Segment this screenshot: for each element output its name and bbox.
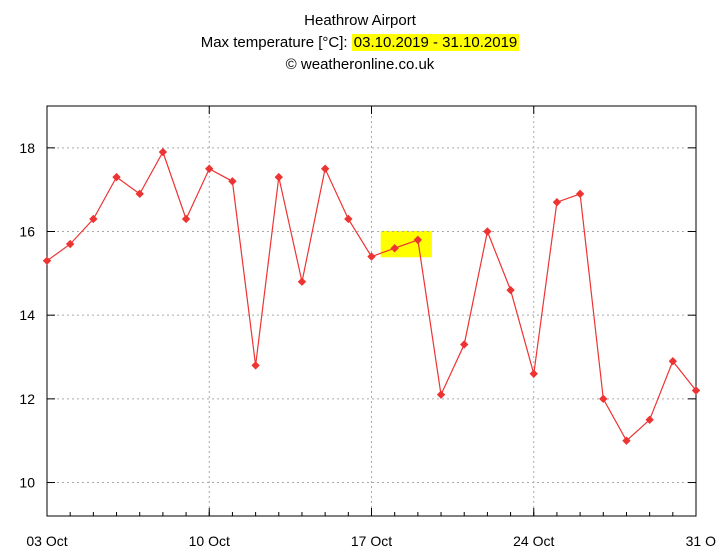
chart-header: Heathrow Airport Max temperature [°C]: 0…: [0, 10, 720, 76]
y-tick-label: 18: [19, 140, 35, 156]
data-point: [367, 252, 376, 261]
data-point: [622, 436, 631, 445]
data-point: [390, 244, 399, 253]
data-points: [42, 147, 701, 445]
data-point: [575, 189, 585, 199]
y-tick-label: 12: [19, 391, 35, 407]
data-point: [645, 415, 654, 424]
data-point: [297, 277, 307, 286]
data-point: [320, 164, 330, 173]
x-tick-label: 17 Oct: [351, 533, 392, 549]
data-point: [506, 285, 515, 295]
data-point: [436, 390, 446, 399]
data-point: [89, 214, 98, 224]
data-point: [552, 198, 562, 207]
data-point: [483, 227, 492, 236]
data-point: [228, 177, 237, 186]
axis-ticks: [46, 106, 697, 516]
x-tick-label: 03 Oct: [26, 533, 67, 549]
data-point: [251, 361, 260, 370]
data-point: [158, 147, 168, 157]
data-point: [691, 386, 701, 395]
data-point: [274, 172, 283, 182]
x-tick-label: 31 O: [686, 533, 716, 549]
data-point: [668, 357, 678, 366]
data-point: [529, 369, 538, 378]
data-point: [181, 214, 191, 224]
data-point: [112, 172, 121, 182]
chart-subtitle: Max temperature [°C]: 03.10.2019 - 31.10…: [0, 32, 720, 54]
grid: [47, 106, 696, 516]
chart-credit: © weatheronline.co.uk: [285, 56, 435, 73]
data-point: [205, 164, 214, 173]
data-point: [599, 394, 608, 404]
data-point: [460, 340, 469, 349]
y-axis-labels: 10 12 14 16 18: [19, 140, 35, 491]
data-point: [344, 214, 353, 224]
y-tick-label: 10: [19, 475, 35, 491]
data-point: [42, 256, 52, 265]
x-tick-label: 10 Oct: [189, 533, 230, 549]
data-point: [65, 239, 75, 249]
x-axis-labels: 03 Oct 10 Oct 17 Oct 24 Oct 31 O: [26, 533, 716, 549]
chart-title: Heathrow Airport: [304, 12, 416, 29]
x-tick-label: 24 Oct: [513, 533, 554, 549]
date-range-highlight: 03.10.2019 - 31.10.2019: [351, 34, 520, 51]
y-tick-label: 14: [19, 307, 35, 323]
subtitle-prefix: Max temperature [°C]:: [200, 34, 352, 51]
data-point: [413, 235, 423, 245]
data-point: [135, 189, 144, 199]
y-tick-label: 16: [19, 224, 35, 240]
